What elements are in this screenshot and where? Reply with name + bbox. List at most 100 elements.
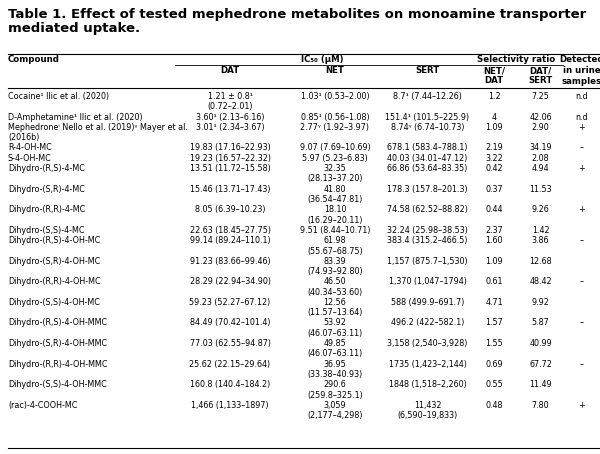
Text: NET/
DAT: NET/ DAT: [483, 66, 505, 85]
Text: IC₅₀ (μM): IC₅₀ (μM): [301, 55, 344, 64]
Text: 678.1 (583.4–788.1): 678.1 (583.4–788.1): [387, 143, 468, 153]
Text: 1848 (1,518–2,260): 1848 (1,518–2,260): [389, 380, 466, 389]
Text: Selectivity ratio: Selectivity ratio: [478, 55, 556, 64]
Text: 2.08: 2.08: [532, 154, 550, 163]
Text: 99.14 (89.24–110.1): 99.14 (89.24–110.1): [190, 236, 271, 245]
Text: 13.51 (11.72–15.58): 13.51 (11.72–15.58): [190, 164, 271, 173]
Text: 12.68: 12.68: [529, 257, 552, 266]
Text: 0.85¹ (0.56–1.08): 0.85¹ (0.56–1.08): [301, 113, 370, 122]
Text: 36.95
(33.38–40.93): 36.95 (33.38–40.93): [307, 360, 362, 379]
Text: 0.55: 0.55: [485, 380, 503, 389]
Text: 49.85
(46.07–63.11): 49.85 (46.07–63.11): [307, 339, 362, 359]
Text: Dihydro-(R,S)-4-MC: Dihydro-(R,S)-4-MC: [8, 164, 85, 173]
Text: 8.74ᵞ (6.74–10.73): 8.74ᵞ (6.74–10.73): [391, 123, 464, 132]
Text: 1,157 (875.7–1,530): 1,157 (875.7–1,530): [387, 257, 468, 266]
Text: 9.92: 9.92: [532, 298, 550, 307]
Text: Dihydro-(R,S)-4-OH-MC: Dihydro-(R,S)-4-OH-MC: [8, 236, 100, 245]
Text: 32.35
(28.13–37.20): 32.35 (28.13–37.20): [307, 164, 363, 183]
Text: 1,466 (1,133–1897): 1,466 (1,133–1897): [191, 401, 269, 410]
Text: 28.29 (22.94–34.90): 28.29 (22.94–34.90): [190, 277, 271, 286]
Text: Compound: Compound: [8, 55, 60, 64]
Text: 4: 4: [491, 113, 497, 122]
Text: 40.03 (34.01–47.12): 40.03 (34.01–47.12): [388, 154, 467, 163]
Text: 2.19: 2.19: [485, 143, 503, 153]
Text: 0.42: 0.42: [485, 164, 503, 173]
Text: –: –: [580, 360, 583, 369]
Text: 588 (499.9–691.7): 588 (499.9–691.7): [391, 298, 464, 307]
Text: 1.55: 1.55: [485, 339, 503, 348]
Text: 8.7¹ (7.44–12.26): 8.7¹ (7.44–12.26): [393, 92, 462, 101]
Text: 4.94: 4.94: [532, 164, 550, 173]
Text: 0.44: 0.44: [485, 205, 503, 214]
Text: 66.86 (53.64–83.35): 66.86 (53.64–83.35): [388, 164, 467, 173]
Text: 0.48: 0.48: [485, 401, 503, 410]
Text: n.d: n.d: [575, 113, 588, 122]
Text: 1735 (1,423–2,144): 1735 (1,423–2,144): [389, 360, 466, 369]
Text: Dihydro-(S,R)-4-OH-MMC: Dihydro-(S,R)-4-OH-MMC: [8, 339, 107, 348]
Text: 53.92
(46.07–63.11): 53.92 (46.07–63.11): [307, 318, 362, 338]
Text: 25.62 (22.15–29.64): 25.62 (22.15–29.64): [190, 360, 271, 369]
Text: 9.07 (7.69–10.69): 9.07 (7.69–10.69): [299, 143, 370, 153]
Text: 151.4¹ (101.5–225.9): 151.4¹ (101.5–225.9): [385, 113, 470, 122]
Text: 40.99: 40.99: [529, 339, 552, 348]
Text: 0.61: 0.61: [485, 277, 503, 286]
Text: 1.60: 1.60: [485, 236, 503, 245]
Text: 1.42: 1.42: [532, 226, 550, 235]
Text: 1.09: 1.09: [485, 257, 503, 266]
Text: 42.06: 42.06: [529, 113, 552, 122]
Text: 5.87: 5.87: [532, 318, 550, 327]
Text: 1.21 ± 0.8¹
(0.72–2.01): 1.21 ± 0.8¹ (0.72–2.01): [207, 92, 253, 111]
Text: 59.23 (52.27–67.12): 59.23 (52.27–67.12): [190, 298, 271, 307]
Text: –: –: [580, 318, 583, 327]
Text: 11.49: 11.49: [529, 380, 552, 389]
Text: 290.6
(259.8–325.1): 290.6 (259.8–325.1): [307, 380, 363, 400]
Text: 3.60¹ (2.13–6.16): 3.60¹ (2.13–6.16): [196, 113, 264, 122]
Text: –: –: [580, 236, 583, 245]
Text: Dihydro-(S,R)-4-OH-MC: Dihydro-(S,R)-4-OH-MC: [8, 257, 100, 266]
Text: 61.98
(55.67–68.75): 61.98 (55.67–68.75): [307, 236, 363, 256]
Text: 8.05 (6.39–10.23): 8.05 (6.39–10.23): [195, 205, 265, 214]
Text: +: +: [578, 164, 585, 173]
Text: 2.90: 2.90: [532, 123, 550, 132]
Text: 178.3 (157.8–201.3): 178.3 (157.8–201.3): [387, 185, 468, 194]
Text: Dihydro-(R,S)-4-OH-MMC: Dihydro-(R,S)-4-OH-MMC: [8, 318, 107, 327]
Text: Mephedroneⁱ Nello et al. (2019)ᵞ Mayer et al.
(2016b): Mephedroneⁱ Nello et al. (2019)ᵞ Mayer e…: [8, 123, 188, 142]
Text: 74.58 (62.52–88.82): 74.58 (62.52–88.82): [387, 205, 468, 214]
Text: 1,370 (1,047–1794): 1,370 (1,047–1794): [389, 277, 466, 286]
Text: 3.86: 3.86: [532, 236, 549, 245]
Text: 7.25: 7.25: [532, 92, 550, 101]
Text: Dihydro-(S,S)-4-OH-MC: Dihydro-(S,S)-4-OH-MC: [8, 298, 100, 307]
Text: 1.03¹ (0.53–2.00): 1.03¹ (0.53–2.00): [301, 92, 370, 101]
Text: 3,059
(2,177–4,298): 3,059 (2,177–4,298): [307, 401, 363, 420]
Text: 34.19: 34.19: [529, 143, 552, 153]
Text: D-Amphetamine¹ Ilic et al. (2020): D-Amphetamine¹ Ilic et al. (2020): [8, 113, 143, 122]
Text: Dihydro-(R,R)-4-OH-MMC: Dihydro-(R,R)-4-OH-MMC: [8, 360, 107, 369]
Text: NET: NET: [326, 66, 344, 75]
Text: 496.2 (422–582.1): 496.2 (422–582.1): [391, 318, 464, 327]
Text: SERT: SERT: [415, 66, 440, 75]
Text: 4.71: 4.71: [485, 298, 503, 307]
Text: 0.37: 0.37: [485, 185, 503, 194]
Text: (rac)-4-COOH-MC: (rac)-4-COOH-MC: [8, 401, 77, 410]
Text: 9.26: 9.26: [532, 205, 550, 214]
Text: 19.83 (17.16–22.93): 19.83 (17.16–22.93): [190, 143, 271, 153]
Text: 1.09: 1.09: [485, 123, 503, 132]
Text: 3,158 (2,540–3,928): 3,158 (2,540–3,928): [388, 339, 467, 348]
Text: 1.57: 1.57: [485, 318, 503, 327]
Text: 2.77ᵞ (1.92–3.97): 2.77ᵞ (1.92–3.97): [301, 123, 370, 132]
Text: 32.24 (25.98–38.53): 32.24 (25.98–38.53): [387, 226, 468, 235]
Text: 67.72: 67.72: [529, 360, 552, 369]
Text: 7.80: 7.80: [532, 401, 550, 410]
Text: 48.42: 48.42: [529, 277, 552, 286]
Text: Dihydro-(R,R)-4-OH-MC: Dihydro-(R,R)-4-OH-MC: [8, 277, 101, 286]
Text: n.d: n.d: [575, 92, 588, 101]
Text: Dihydro-(S,R)-4-MC: Dihydro-(S,R)-4-MC: [8, 185, 85, 194]
Text: DAT: DAT: [220, 66, 239, 75]
Text: 2.37: 2.37: [485, 226, 503, 235]
Text: 77.03 (62.55–94.87): 77.03 (62.55–94.87): [190, 339, 271, 348]
Text: 11.53: 11.53: [529, 185, 552, 194]
Text: Cocaine¹ Ilic et al. (2020): Cocaine¹ Ilic et al. (2020): [8, 92, 109, 101]
Text: 383.4 (315.2–466.5): 383.4 (315.2–466.5): [387, 236, 468, 245]
Text: 41.80
(36.54–47.81): 41.80 (36.54–47.81): [307, 185, 362, 204]
Text: 83.39
(74.93–92.80): 83.39 (74.93–92.80): [307, 257, 363, 276]
